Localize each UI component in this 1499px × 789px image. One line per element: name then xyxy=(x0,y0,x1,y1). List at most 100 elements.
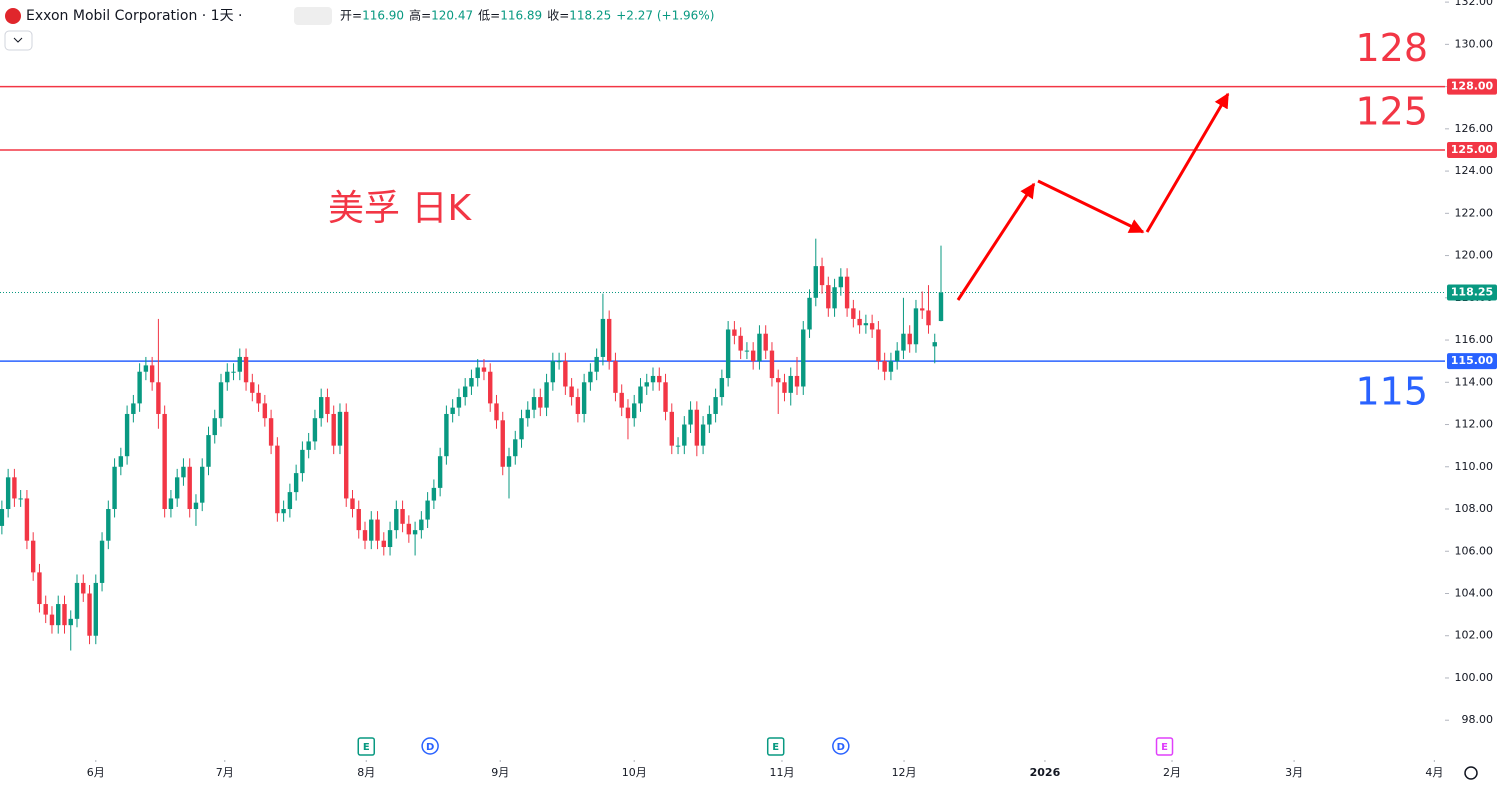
candle-body xyxy=(838,276,844,288)
candle-body xyxy=(538,397,543,408)
candle-body xyxy=(200,466,205,503)
candle-body xyxy=(826,285,831,309)
level-annotation: 125 xyxy=(1355,89,1428,133)
candle-body xyxy=(375,519,380,541)
candles xyxy=(0,238,944,651)
candle-body xyxy=(563,361,568,387)
collapse-button[interactable] xyxy=(4,30,33,51)
candle-body xyxy=(356,509,361,531)
candle-body xyxy=(600,318,606,357)
legend-value: 116.90 xyxy=(362,9,404,23)
y-tick-label: 108.00 xyxy=(1455,502,1494,515)
candle-body xyxy=(300,449,305,474)
candle-body xyxy=(488,371,493,404)
x-tick-label: 2月 xyxy=(1163,766,1181,779)
candle-body xyxy=(437,456,443,488)
candle-body xyxy=(268,418,274,446)
candle-body xyxy=(350,498,355,510)
legend-value: 118.25 xyxy=(569,9,611,23)
candle-body xyxy=(606,318,612,362)
candle-body xyxy=(506,456,512,467)
candle-body xyxy=(425,500,430,520)
candle-body xyxy=(49,614,55,626)
candle-body xyxy=(494,403,499,421)
candle-body xyxy=(400,509,405,524)
candle-body xyxy=(588,371,593,383)
candle-body xyxy=(782,382,787,393)
candle-body xyxy=(325,397,330,414)
candle-body xyxy=(162,413,167,510)
candle-body xyxy=(381,540,386,548)
candle-body xyxy=(644,382,649,387)
candle-body xyxy=(237,356,242,372)
candle-body xyxy=(807,297,812,330)
x-tick-label: 9月 xyxy=(491,766,509,779)
candle-body xyxy=(469,378,474,387)
arrow xyxy=(956,182,1036,301)
candle-body xyxy=(68,618,73,626)
candle-body xyxy=(62,604,67,626)
candle-body xyxy=(318,397,324,419)
x-tick-label: 2026 xyxy=(1030,766,1061,779)
event-marker xyxy=(421,737,439,755)
candle-body xyxy=(926,310,931,326)
candle-body xyxy=(112,466,117,510)
level-tag xyxy=(1447,141,1497,158)
y-tick-label: 100.00 xyxy=(1455,671,1494,684)
candle-body xyxy=(256,392,261,404)
candle-body xyxy=(876,329,881,362)
levels: 128 125 115 xyxy=(0,26,1445,414)
level-annotation: 115 xyxy=(1355,370,1428,414)
candle-body xyxy=(262,403,268,419)
y-tick-label: 98.00 xyxy=(1462,713,1494,726)
candle-body xyxy=(750,350,756,362)
candle-body xyxy=(575,397,581,414)
candle-body xyxy=(231,371,236,373)
toggle[interactable] xyxy=(294,7,332,25)
candle-body xyxy=(920,308,925,311)
settings[interactable] xyxy=(1464,766,1478,780)
candle-body xyxy=(337,411,343,446)
candle-body xyxy=(763,333,768,351)
candle-body xyxy=(331,413,336,446)
candle-body xyxy=(844,276,850,309)
x-tick-label: 10月 xyxy=(622,766,647,779)
candle-body xyxy=(851,308,856,319)
y-tick-label: 130.00 xyxy=(1455,37,1494,50)
candle-body xyxy=(187,466,192,510)
candle-body xyxy=(776,378,781,383)
legend-value: 120.47 xyxy=(431,9,473,23)
chart-title: Exxon Mobil Corporation · 1天 · xyxy=(26,8,243,24)
candle-body xyxy=(713,397,718,414)
candle-body xyxy=(531,397,537,410)
event-marker xyxy=(1155,737,1174,756)
candle-body xyxy=(124,413,130,457)
x-tick-label: 6月 xyxy=(87,766,105,779)
candle-body xyxy=(206,435,211,467)
event-label: D xyxy=(837,742,845,753)
candle-body xyxy=(832,287,837,309)
candle-body xyxy=(250,382,255,393)
candle-body xyxy=(5,477,11,510)
candle-body xyxy=(93,582,98,636)
y-tick-label: 116.00 xyxy=(1455,333,1494,346)
candle-body xyxy=(181,466,186,478)
ohlc-legend: 开= 116.90 高= 120.47 低= 116.89 收= 118.25 +2.27 (+… xyxy=(340,8,714,23)
candle-body xyxy=(293,473,299,493)
candle-body xyxy=(907,333,912,345)
candle-body xyxy=(901,333,906,351)
candle-body xyxy=(118,456,124,467)
candle-body xyxy=(913,308,919,345)
candle-body xyxy=(581,382,587,414)
candle-body xyxy=(412,530,418,535)
candle-body xyxy=(882,361,887,372)
candle-body xyxy=(857,318,862,326)
candle-body xyxy=(707,413,712,425)
candle-body xyxy=(894,350,900,362)
candle-body xyxy=(394,509,399,531)
candle-body xyxy=(556,361,562,363)
candle-body xyxy=(43,604,48,615)
candle-body xyxy=(456,397,462,408)
candle-body xyxy=(619,392,624,408)
